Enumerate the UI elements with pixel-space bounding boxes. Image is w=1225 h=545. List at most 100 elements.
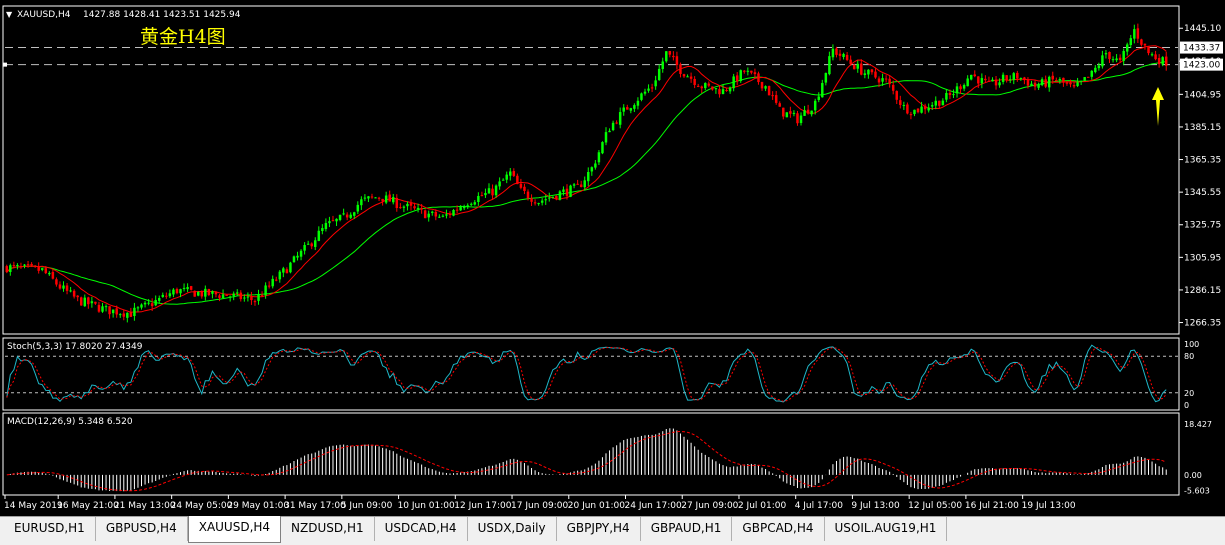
candle-body: [97, 304, 101, 312]
candle-body: [728, 87, 732, 92]
candle-body: [945, 93, 948, 100]
candle-body: [817, 96, 820, 100]
price-tick-label: 1385.15: [1184, 123, 1221, 133]
candle-body: [1023, 77, 1026, 81]
tab-gbpusd-h4[interactable]: GBPUSD,H4: [96, 517, 188, 541]
tab-xauusd-h4[interactable]: XAUUSD,H4: [187, 516, 282, 543]
candle-body: [1019, 78, 1023, 80]
stoch-panel[interactable]: [2, 337, 1180, 411]
candle-body: [370, 196, 374, 198]
candle-body: [955, 86, 959, 94]
candle-body: [147, 302, 150, 304]
tab-gbpcad-h4[interactable]: GBPCAD,H4: [732, 517, 825, 541]
time-tick-label: 10 Jun 01:00: [398, 501, 455, 511]
candle-body: [1033, 82, 1037, 87]
ma-slow-line: [6, 61, 1167, 305]
candle-body: [555, 195, 558, 200]
candle-body: [831, 48, 835, 58]
candle-body: [533, 202, 537, 204]
candle-body: [179, 289, 182, 294]
candle-body: [1115, 58, 1118, 61]
candle-body: [363, 197, 367, 199]
candle-body: [1012, 73, 1016, 81]
candle-body: [994, 79, 998, 86]
candle-body: [349, 214, 352, 218]
tab-gbpjpy-h4[interactable]: GBPJPY,H4: [557, 517, 641, 541]
stoch-tick-label: 80: [1184, 352, 1194, 361]
candle-body: [977, 76, 980, 84]
candle-body: [888, 78, 891, 85]
candle-body: [342, 213, 345, 215]
time-tick-label: 31 May 17:00: [284, 501, 346, 511]
candle-body: [402, 206, 406, 208]
candle-body: [452, 209, 455, 216]
chart-annotation: 黄金H4图: [140, 26, 226, 48]
time-tick-label: 24 May 05:00: [171, 501, 233, 511]
candle-body: [62, 285, 65, 289]
candle-body: [583, 180, 586, 188]
candle-body: [480, 195, 484, 197]
macd-label: MACD(12,26,9) 5.348 6.520: [7, 417, 133, 427]
candle-body: [849, 59, 852, 65]
candle-body: [718, 89, 721, 95]
candle-body: [427, 213, 430, 218]
candle-body: [353, 212, 356, 216]
candle-body: [952, 94, 955, 96]
candle-body: [197, 291, 200, 296]
candle-body: [1008, 79, 1012, 81]
candle-body: [597, 152, 601, 163]
candle-body: [51, 271, 55, 279]
candle-body: [275, 279, 278, 281]
candle-body: [388, 194, 391, 202]
candle-body: [23, 264, 26, 266]
tab-gbpaud-h1[interactable]: GBPAUD,H1: [641, 517, 733, 541]
candle-body: [324, 222, 328, 230]
candle-body: [445, 214, 448, 216]
candle-body: [959, 86, 962, 90]
candle-body: [746, 70, 750, 72]
header-arrow[interactable]: ▼: [6, 10, 13, 19]
candle-body: [12, 265, 16, 267]
candle-body: [587, 171, 590, 182]
candle-body: [739, 70, 742, 82]
macd-signal-line: [6, 430, 1167, 492]
candle-body: [927, 107, 930, 111]
candle-body: [714, 88, 718, 90]
candle-body: [824, 72, 828, 83]
candle-body: [76, 295, 79, 298]
candle-body: [5, 266, 9, 273]
candle-body: [1030, 83, 1033, 86]
candle-body: [19, 266, 23, 268]
candle-body: [448, 214, 452, 216]
tab-usdcad-h4[interactable]: USDCAD,H4: [375, 517, 468, 541]
candle-body: [629, 108, 633, 111]
candle-body: [87, 297, 90, 305]
candle-body: [572, 184, 576, 186]
price-tick-label: 1365.35: [1184, 156, 1221, 166]
tab-nzdusd-h1[interactable]: NZDUSD,H1: [281, 517, 375, 541]
tab-usoil-aug19-h1[interactable]: USOIL.AUG19,H1: [825, 517, 948, 541]
candle-body: [296, 255, 299, 258]
price-tick-label: 1266.35: [1184, 319, 1221, 329]
chart-canvas[interactable]: 1266.35 1286.15 1305.95 1325.75 1345.55 1365.…: [0, 0, 1225, 516]
candle-body: [314, 240, 317, 247]
tab-eurusd-h1[interactable]: EURUSD,H1: [4, 517, 96, 541]
candle-body: [299, 250, 303, 257]
candle-body: [693, 78, 696, 85]
candle-body: [679, 64, 682, 74]
stoch-tick-label: 100: [1184, 340, 1199, 349]
macd-panel[interactable]: [2, 412, 1180, 496]
candle-body: [909, 114, 913, 116]
price-tick-label: 1305.95: [1184, 253, 1221, 263]
level-handle[interactable]: [3, 62, 7, 67]
candle-body: [1090, 70, 1094, 77]
candle-body: [367, 196, 370, 199]
candle-body: [551, 196, 555, 198]
candle-body: [774, 95, 778, 103]
candle-body: [16, 265, 19, 267]
candle-body: [214, 292, 218, 295]
tab-usdx-daily[interactable]: USDX,Daily: [468, 517, 557, 541]
price-tick-label: 1345.55: [1184, 188, 1221, 198]
candle-body: [1161, 57, 1164, 65]
candle-body: [799, 115, 803, 124]
